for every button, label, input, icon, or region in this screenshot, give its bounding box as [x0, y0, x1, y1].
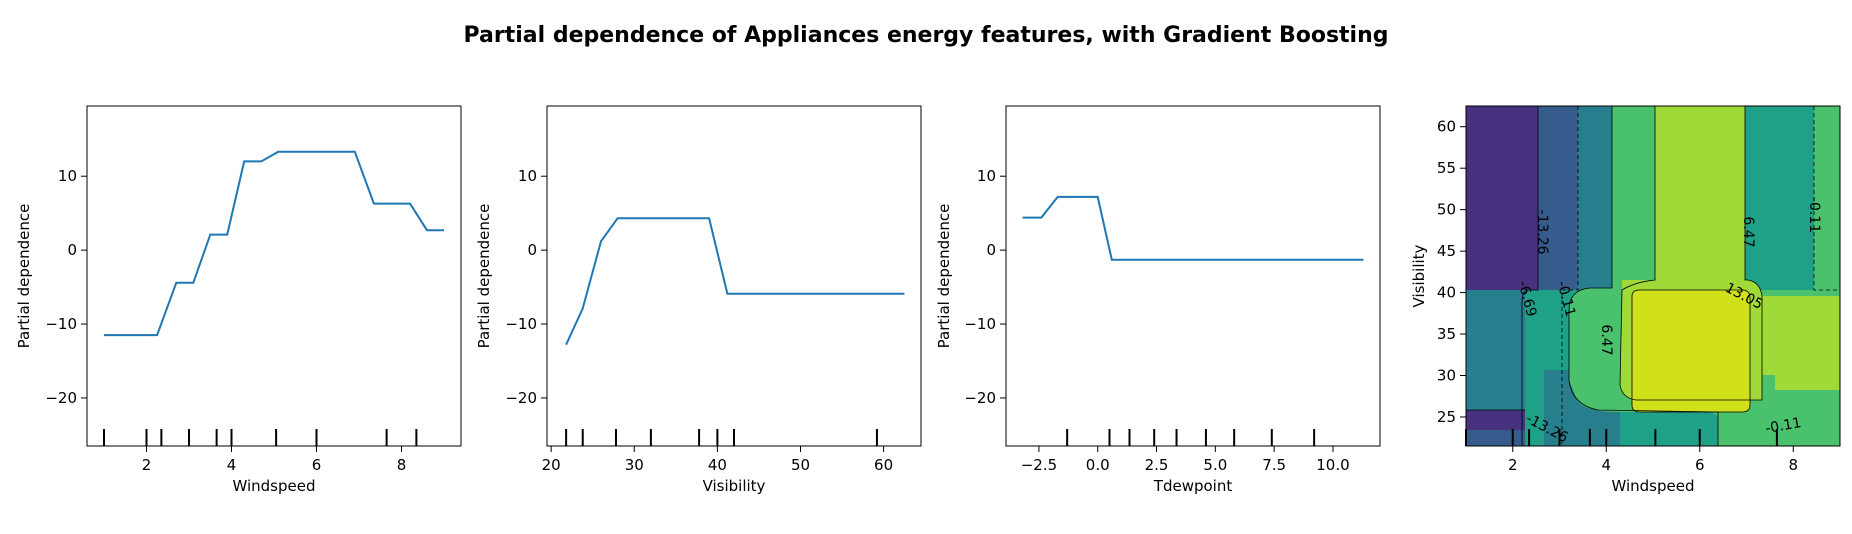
- contour-label: -13.26: [1534, 209, 1550, 254]
- y-axis-label: Partial dependence: [15, 204, 33, 349]
- x-tick-label: 60: [874, 456, 893, 474]
- contour-level-10: [1745, 296, 1840, 390]
- x-tick-label: −2.5: [1021, 456, 1057, 474]
- x-tick-label: 40: [708, 456, 727, 474]
- rug-deciles: [565, 429, 878, 446]
- contour-label: -0.11: [1764, 415, 1802, 437]
- y-tick-label: 10: [518, 167, 537, 185]
- contour-line-d: [1619, 106, 1763, 401]
- y-tick-label: −20: [505, 389, 537, 407]
- x-axis-label: Visibility: [703, 477, 766, 495]
- contour-level-4: [1538, 106, 1578, 290]
- y-tick-label: 0: [527, 241, 537, 259]
- y-tick-label: −20: [45, 389, 77, 407]
- contour-line-e: [1631, 289, 1751, 413]
- rug-deciles: [1465, 429, 1778, 446]
- contour-level-3: [1466, 106, 1538, 290]
- y-tick-label: 10: [58, 167, 77, 185]
- contour-level-12: [1632, 290, 1750, 412]
- y-axis-label: Partial dependence: [935, 204, 953, 349]
- x-tick-label: 50: [791, 456, 810, 474]
- x-tick-label: 6: [1695, 456, 1705, 474]
- y-tick-label: 10: [977, 167, 996, 185]
- x-axis-label: Windspeed: [1611, 477, 1694, 495]
- y-tick-label: 45: [1437, 242, 1456, 260]
- y-tick-label: 30: [1437, 367, 1456, 385]
- x-axis-label: Tdewpoint: [1153, 477, 1233, 495]
- y-axis-label: Visibility: [1410, 244, 1428, 307]
- contour-level-9: [1655, 106, 1745, 280]
- x-tick-label: 4: [1601, 456, 1611, 474]
- y-axis-label: Partial dependence: [475, 204, 493, 349]
- plot-frame: [1005, 105, 1381, 447]
- pd-line-visibility: [565, 217, 905, 346]
- x-tick-label: 8: [397, 456, 407, 474]
- contour-label: -0.11: [1806, 197, 1822, 233]
- y-tick-label: −10: [45, 315, 77, 333]
- x-tick-label: 4: [227, 456, 237, 474]
- x-tick-label: 2: [1508, 456, 1518, 474]
- y-tick-label: 35: [1437, 325, 1456, 343]
- contour-line-c: [1568, 106, 1719, 446]
- rug-deciles: [103, 429, 418, 446]
- plot-frame: [1465, 105, 1841, 447]
- plot-frame: [546, 105, 922, 447]
- pd-line-tdewpoint: [1022, 195, 1364, 261]
- x-axis-label: Windspeed: [232, 477, 315, 495]
- x-tick-label: 2: [142, 456, 152, 474]
- y-tick-label: 55: [1437, 159, 1456, 177]
- x-tick-label: 2.5: [1145, 456, 1169, 474]
- x-tick-label: 8: [1788, 456, 1798, 474]
- y-tick-label: 0: [67, 241, 77, 259]
- x-tick-label: 30: [625, 456, 644, 474]
- y-tick-label: 60: [1437, 118, 1456, 136]
- y-tick-label: 50: [1437, 201, 1456, 219]
- contour-line-b: [1561, 106, 1579, 446]
- x-tick-label: 7.5: [1262, 456, 1286, 474]
- rug-deciles: [1066, 429, 1316, 446]
- contour-line-a: [1521, 106, 1539, 446]
- x-tick-label: 6: [312, 456, 322, 474]
- x-tick-label: 5.0: [1203, 456, 1227, 474]
- x-tick-label: 20: [542, 456, 561, 474]
- x-tick-label: 0.0: [1086, 456, 1110, 474]
- y-tick-label: 40: [1437, 284, 1456, 302]
- y-tick-label: 0: [986, 241, 996, 259]
- figure-title: Partial dependence of Appliances energy …: [463, 23, 1388, 48]
- contour-level-8: [1612, 106, 1655, 290]
- contour-line-f: [1813, 106, 1840, 291]
- y-tick-label: 25: [1437, 408, 1456, 426]
- y-tick-label: −20: [964, 389, 996, 407]
- panel-2: 20 30 40 50 60 −20 −10 0 10 Visibility Partial d…: [475, 105, 922, 495]
- pd-line-windspeed: [104, 150, 444, 337]
- panel-4-contour: -13.26 -6.69 -0.11 6.47 6.47 -0.11 13.05…: [1410, 105, 1841, 495]
- y-tick-label: −10: [964, 315, 996, 333]
- contour-level-6: [1466, 430, 1525, 446]
- y-tick-label: −10: [505, 315, 537, 333]
- panel-1: 2 4 6 8 −20 −10 0 10 Windspeed Partial dependen…: [15, 105, 462, 495]
- plot-frame: [86, 105, 462, 447]
- x-tick-label: 10.0: [1316, 456, 1349, 474]
- contour-label: 6.47: [1740, 216, 1756, 247]
- contour-label: 6.47: [1598, 324, 1614, 355]
